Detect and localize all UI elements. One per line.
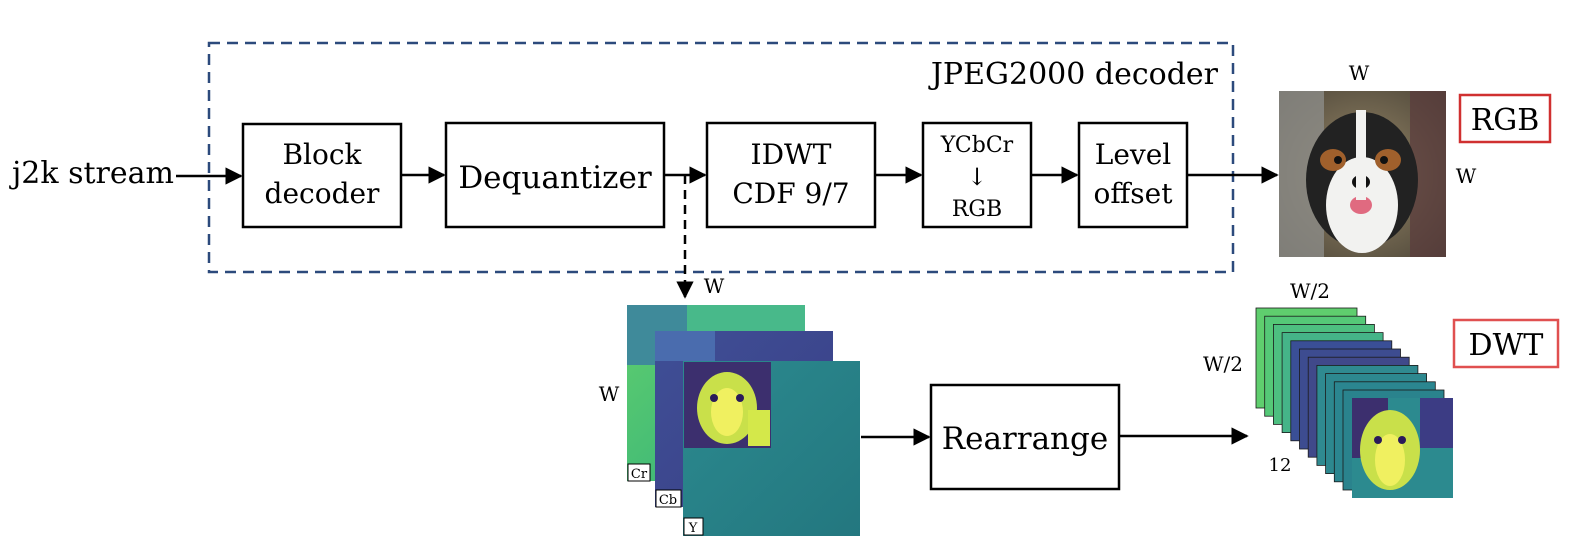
dwt-input-width-label: W: [704, 274, 725, 298]
block-decoder-line1: Block: [282, 138, 362, 171]
dwt-output-width-label: W/2: [1290, 279, 1330, 303]
cb-tag-box: [655, 489, 682, 508]
level-offset-line2: offset: [1094, 177, 1174, 210]
rgb-badge-box: [1458, 93, 1552, 144]
rgb-output-image: [1279, 91, 1446, 257]
input-label: j2k stream: [9, 156, 174, 191]
dequantizer-box: [444, 121, 666, 229]
dwt-badge: DWT: [1469, 328, 1544, 363]
rgb-height-label: W: [1456, 164, 1477, 188]
dwt-input-height-label: W: [599, 382, 620, 406]
idwt-box: [705, 121, 877, 229]
rearrange-box: [929, 383, 1121, 491]
dequantizer-label: Dequantizer: [458, 160, 652, 196]
dwt-input-stack: [627, 305, 860, 536]
dwt-badge-box: [1452, 318, 1560, 369]
color-arrow: ↓: [967, 163, 987, 191]
cr-tag: Cr: [631, 467, 648, 482]
color-line3: RGB: [952, 197, 1002, 222]
rearrange-label: Rearrange: [942, 421, 1108, 457]
idwt-line2: CDF 9/7: [732, 177, 849, 210]
level-offset-line1: Level: [1095, 138, 1172, 171]
rgb-width-label: W: [1349, 61, 1370, 85]
block-decoder-line2: decoder: [265, 177, 381, 210]
dwt-output-count-label: 12: [1269, 455, 1292, 476]
y-tag: Y: [688, 521, 698, 536]
idwt-line1: IDWT: [751, 138, 832, 171]
decoder-frame: [207, 41, 1235, 274]
cr-tag-box: [627, 463, 651, 482]
cb-tag: Cb: [659, 493, 677, 508]
color-line1: YCbCr: [940, 133, 1014, 158]
decoder-title: JPEG2000 decoder: [928, 57, 1219, 92]
dwt-output-height-label: W/2: [1203, 352, 1243, 376]
rgb-badge: RGB: [1471, 103, 1540, 138]
dwt-output-top-dog: [1352, 398, 1453, 498]
y-tag-box: [683, 517, 704, 536]
